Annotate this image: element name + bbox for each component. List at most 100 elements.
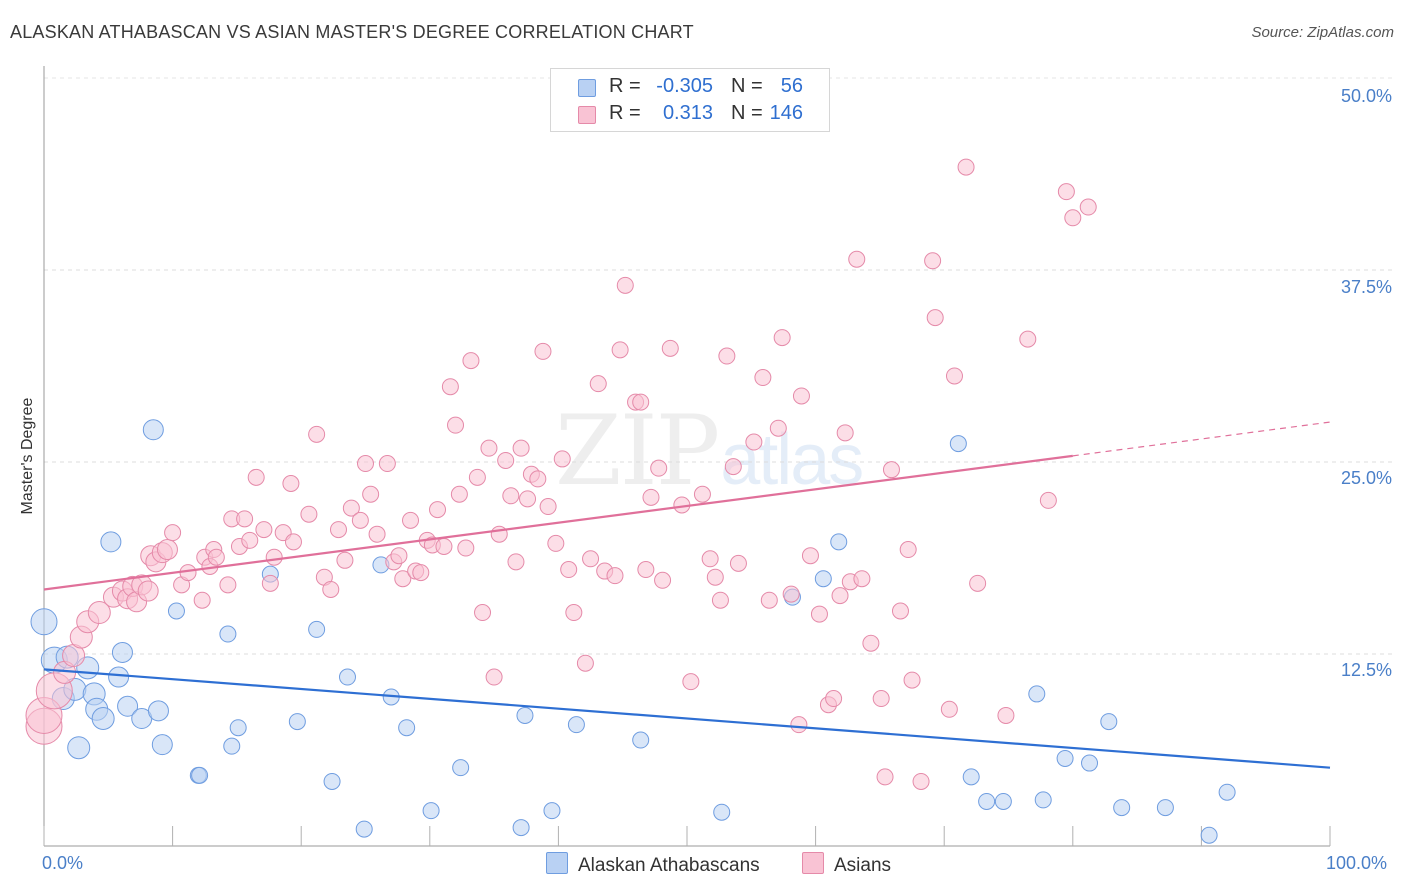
asian-point xyxy=(265,548,283,566)
legend-r-label: R = xyxy=(609,102,641,124)
asian-point xyxy=(480,439,498,457)
legend-n-label: N = xyxy=(731,102,763,124)
athabascan-point xyxy=(512,819,530,837)
asian-point xyxy=(485,668,503,686)
legend: R = -0.305 N = 56 R = 0.313 N = 146 xyxy=(550,68,830,132)
asian-point xyxy=(848,250,866,268)
asian-point xyxy=(402,511,420,529)
asian-point xyxy=(773,329,791,347)
asian-point xyxy=(357,455,374,473)
legend-row-asians: R = 0.313 N = 146 xyxy=(551,102,829,128)
athabascan-point xyxy=(111,641,133,663)
asian-point xyxy=(284,533,302,551)
asian-point xyxy=(207,548,225,566)
asian-point xyxy=(534,342,552,360)
asian-point xyxy=(156,539,178,561)
asian-point xyxy=(164,524,182,542)
asian-point xyxy=(969,574,987,592)
asian-point xyxy=(882,461,900,479)
asian-point xyxy=(711,591,729,609)
x-tick-0: 0.0% xyxy=(42,853,84,873)
bottom-legend-swatch-asians xyxy=(802,852,824,874)
legend-r-value: 0.313 xyxy=(662,102,713,124)
asian-point xyxy=(468,468,486,486)
asian-point xyxy=(362,485,380,503)
asian-point xyxy=(693,485,711,503)
x-tick-100: 100.0% xyxy=(1326,853,1388,873)
asian-point xyxy=(1064,209,1082,227)
legend-r-label: R = xyxy=(609,75,641,97)
asian-point xyxy=(450,485,468,503)
athabascan-point xyxy=(108,666,130,688)
asian-point xyxy=(441,378,459,396)
athabascan-point xyxy=(1056,749,1074,767)
athabascan-point xyxy=(223,737,241,755)
asian-point xyxy=(899,541,917,559)
asian-point xyxy=(682,673,700,691)
asian-point xyxy=(810,605,828,623)
asian-point xyxy=(792,387,810,405)
asian-point xyxy=(642,488,660,506)
asian-point xyxy=(616,276,634,294)
y-tick-25: 25.0% xyxy=(1340,468,1392,488)
asian-trendline xyxy=(43,454,1073,591)
athabascan-point xyxy=(398,719,416,737)
athabascan-point xyxy=(67,736,91,760)
athabascan-point xyxy=(288,713,306,731)
athabascan-point xyxy=(516,706,534,724)
asian-point xyxy=(412,564,430,582)
legend-r-value: -0.305 xyxy=(656,75,713,97)
athabascan-point xyxy=(830,533,848,551)
athabascan-point xyxy=(994,792,1012,810)
asian-point xyxy=(378,455,396,473)
athabascan-point xyxy=(1113,799,1131,817)
asian-point xyxy=(754,369,772,387)
asian-point xyxy=(342,499,360,517)
asian-point xyxy=(997,706,1015,724)
asian-point xyxy=(236,510,254,528)
asian-point xyxy=(336,551,354,569)
asian-point xyxy=(872,690,890,708)
athabascan-point xyxy=(219,625,237,643)
legend-row-athabascan: R = -0.305 N = 56 xyxy=(551,75,829,101)
athabascan-point xyxy=(814,570,832,588)
asian-point xyxy=(790,716,808,734)
asian-point xyxy=(957,158,975,176)
asian-point xyxy=(831,587,849,605)
athabascan-point xyxy=(1200,826,1218,844)
asian-point xyxy=(502,487,520,505)
asian-point xyxy=(553,450,571,468)
source-label: Source: ZipAtlas.com xyxy=(1251,24,1394,41)
asian-point xyxy=(926,309,944,327)
athabascan-point xyxy=(91,707,115,731)
legend-n-value: 146 xyxy=(769,102,803,124)
asian-point xyxy=(912,772,930,790)
asian-point xyxy=(706,568,724,586)
legend-swatch-asians xyxy=(578,106,596,124)
asian-point xyxy=(862,634,880,652)
athabascan-point xyxy=(1034,791,1052,809)
athabascan-point xyxy=(949,435,967,453)
asian-point xyxy=(701,550,719,568)
asian-point xyxy=(945,367,963,385)
asian-point xyxy=(782,585,800,603)
asian-point xyxy=(745,433,763,451)
athabascan-point xyxy=(117,695,139,717)
asian-point xyxy=(940,700,958,718)
asian-point xyxy=(322,580,340,598)
asian-point xyxy=(836,424,854,442)
asian-point xyxy=(718,347,736,365)
asian-point xyxy=(891,602,909,620)
athabascan-point xyxy=(543,802,561,820)
asian-point xyxy=(261,574,279,592)
asian-point xyxy=(565,604,583,622)
athabascan-point xyxy=(323,772,341,790)
asian-point xyxy=(1079,198,1097,216)
bottom-legend-label: Asians xyxy=(834,855,892,876)
asian-point xyxy=(447,416,465,434)
asian-point xyxy=(589,375,607,393)
asian-point xyxy=(547,534,565,552)
athabascan-point xyxy=(422,802,440,820)
asian-point xyxy=(282,475,300,493)
asian-point xyxy=(300,505,318,523)
